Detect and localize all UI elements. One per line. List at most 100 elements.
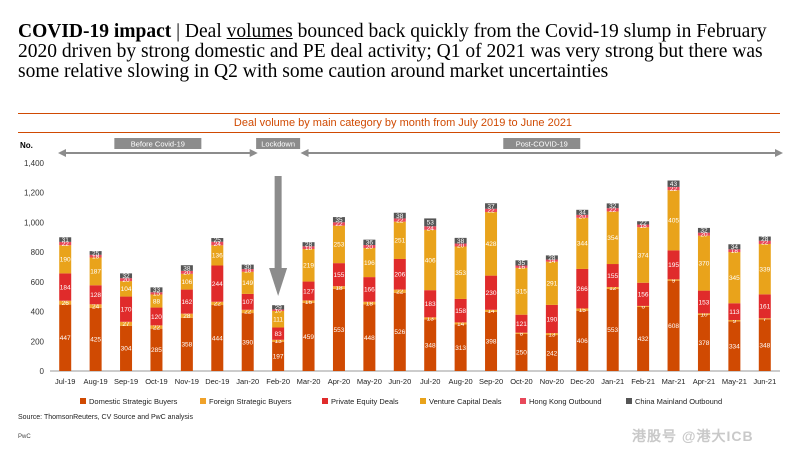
data-label: 22: [640, 220, 648, 227]
data-label: 158: [455, 308, 466, 315]
bar-segment: [606, 211, 619, 265]
x-tick-label: Jul-19: [55, 377, 75, 386]
period-label: Lockdown: [261, 140, 295, 149]
data-label: 315: [516, 289, 527, 296]
legend-swatch: [322, 398, 328, 404]
period-arrow-line: [306, 152, 777, 154]
data-label: 339: [759, 266, 770, 273]
bar-segment: [576, 209, 589, 215]
data-label: 22: [396, 217, 404, 224]
bar-segment: [515, 314, 528, 333]
bar-segment: [89, 254, 102, 258]
bar-segment: [272, 310, 285, 328]
headline-rest: bounced back quickly from the Covid-19 s…: [18, 21, 767, 82]
bar-segment: [424, 317, 437, 320]
bar-segment: [89, 251, 102, 255]
bar-segment: [758, 240, 771, 244]
data-label: 28: [183, 313, 191, 320]
data-label: 22: [396, 289, 404, 296]
data-label: 25: [92, 250, 100, 257]
data-label: 190: [60, 257, 71, 264]
bar-segment: [728, 251, 741, 304]
bar-segment: [697, 290, 710, 314]
bar-segment: [363, 304, 376, 371]
bar-segment: [59, 300, 72, 305]
bar-segment: [120, 281, 133, 297]
bar-segment: [241, 313, 254, 371]
data-label: 304: [121, 346, 132, 353]
bar-segment: [424, 226, 437, 230]
bar-segment: [454, 324, 467, 371]
bar-segment: [515, 267, 528, 315]
bar-segment: [332, 222, 345, 226]
data-label: 7: [763, 316, 767, 323]
data-label: 20: [700, 231, 708, 238]
x-tick-label: Jul-20: [420, 377, 440, 386]
bar-segment: [606, 208, 619, 212]
data-label: 88: [153, 298, 161, 305]
data-label: 20: [579, 214, 587, 221]
bar-segment: [332, 286, 345, 289]
lockdown-arrow-shaft: [274, 176, 282, 268]
bar-segment: [637, 305, 650, 307]
bar-segment: [211, 305, 224, 371]
data-label: 36: [366, 240, 374, 247]
bar-segment: [59, 241, 72, 246]
bar-segment: [332, 217, 345, 223]
period-arrow-right: [775, 149, 783, 157]
bar-segment: [667, 180, 680, 187]
bar-segment: [424, 229, 437, 291]
bar-segment: [697, 314, 710, 371]
bar-segment: [485, 309, 498, 312]
bar-segment: [637, 306, 650, 371]
bar-segment: [424, 218, 437, 227]
bar-segment: [485, 311, 498, 371]
legend-label: Hong Kong Outbound: [529, 397, 602, 406]
bar-segment: [150, 328, 163, 371]
y-tick-label: 0: [40, 367, 45, 376]
bar-segment: [576, 214, 589, 218]
data-label: 31: [62, 237, 70, 244]
bar-segment: [515, 265, 528, 268]
bar-segment: [758, 318, 771, 320]
bar-segment: [120, 273, 133, 279]
bar-segment: [637, 282, 650, 306]
data-label: 38: [396, 213, 404, 220]
data-label: 250: [516, 350, 527, 357]
bar-segment: [332, 288, 345, 371]
data-label: 22: [609, 207, 617, 214]
bar-segment: [758, 319, 771, 371]
data-label: 345: [729, 275, 740, 282]
data-label: 313: [455, 345, 466, 352]
legend-swatch: [200, 398, 206, 404]
data-label: 253: [334, 242, 345, 249]
data-label: 348: [759, 342, 770, 349]
data-label: 38: [183, 265, 191, 272]
data-label: 18: [244, 268, 252, 275]
headline-separator: | Deal: [171, 21, 227, 42]
x-tick-label: Dec-19: [205, 377, 229, 386]
period-label-box: [256, 138, 301, 149]
data-label: 20: [122, 277, 130, 284]
bar-segment: [576, 217, 589, 269]
data-label: 34: [579, 210, 587, 217]
bar-segment: [606, 264, 619, 288]
bar-segment: [728, 320, 741, 322]
data-label: 111: [273, 317, 283, 324]
data-label: 22: [244, 309, 252, 316]
x-tick-label: Nov-19: [175, 377, 199, 386]
y-tick-label: 400: [31, 308, 45, 317]
data-label: 53: [427, 220, 435, 227]
data-label: 33: [153, 287, 161, 294]
data-label: 24: [427, 225, 435, 232]
bar-segment: [424, 319, 437, 371]
legend-swatch: [626, 398, 632, 404]
bar-segment: [363, 239, 376, 246]
y-tick-label: 800: [31, 248, 45, 257]
data-label: 353: [455, 270, 466, 277]
x-tick-label: Dec-20: [570, 377, 594, 386]
x-tick-label: Nov-20: [540, 377, 564, 386]
data-label: 553: [607, 327, 618, 334]
data-label: 155: [607, 273, 618, 280]
data-label: 183: [425, 301, 436, 308]
